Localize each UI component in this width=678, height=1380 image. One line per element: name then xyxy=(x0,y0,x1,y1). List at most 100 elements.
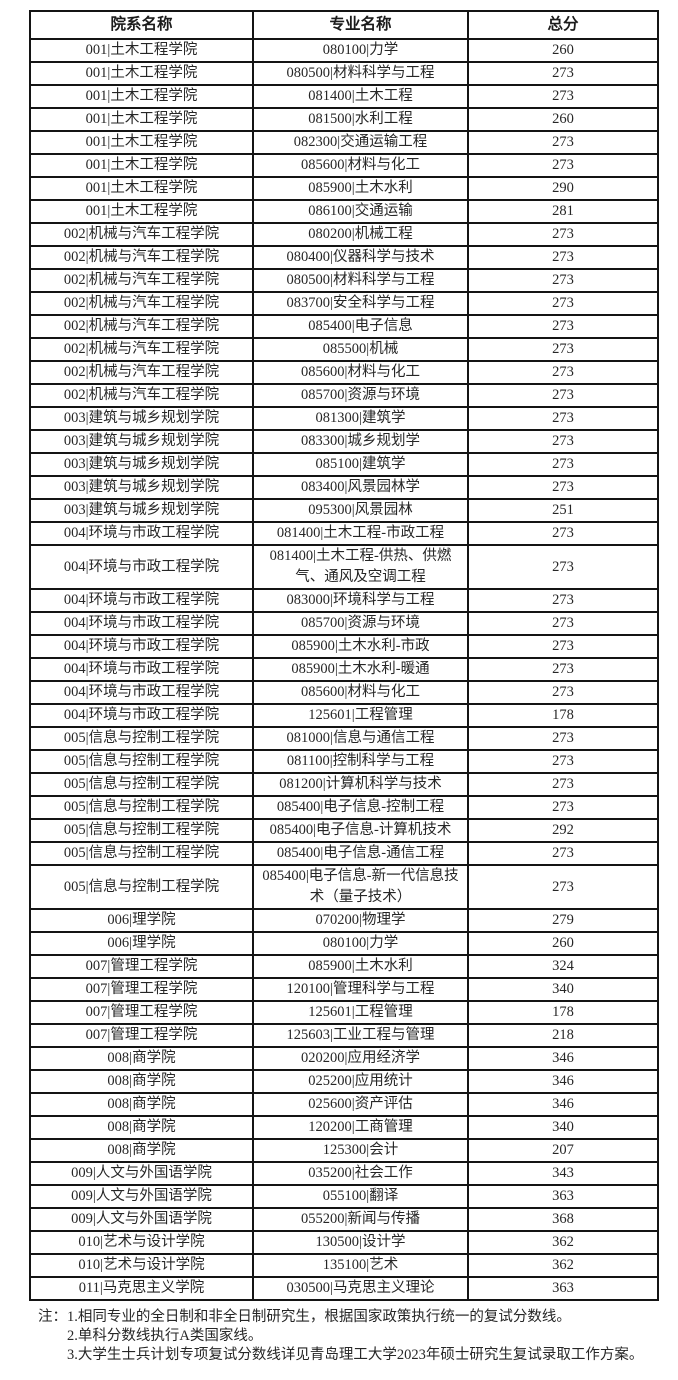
department-cell: 007|管理工程学院 xyxy=(29,977,254,1002)
major-cell: 125603|工业工程与管理 xyxy=(252,1023,469,1048)
department-cell: 009|人文与外国语学院 xyxy=(29,1207,254,1232)
major-cell: 080200|机械工程 xyxy=(252,222,469,247)
score-cell: 273 xyxy=(467,314,659,339)
score-cell: 273 xyxy=(467,864,659,910)
table-row: 005|信息与控制工程学院 085400|电子信息-通信工程 273 xyxy=(29,841,659,866)
department-cell: 007|管理工程学院 xyxy=(29,1023,254,1048)
department-cell: 003|建筑与城乡规划学院 xyxy=(29,452,254,477)
major-cell: 085400|电子信息-计算机技术 xyxy=(252,818,469,843)
major-cell: 085500|机械 xyxy=(252,337,469,362)
table-row: 006|理学院 080100|力学 260 xyxy=(29,931,659,956)
department-cell: 002|机械与汽车工程学院 xyxy=(29,268,254,293)
score-cell: 340 xyxy=(467,977,659,1002)
major-cell: 080500|材料科学与工程 xyxy=(252,61,469,86)
table-row: 002|机械与汽车工程学院 080200|机械工程 273 xyxy=(29,222,659,247)
major-cell: 025200|应用统计 xyxy=(252,1069,469,1094)
department-cell: 005|信息与控制工程学院 xyxy=(29,772,254,797)
department-cell: 001|土木工程学院 xyxy=(29,153,254,178)
table-row: 005|信息与控制工程学院 081200|计算机科学与技术 273 xyxy=(29,772,659,797)
table-row: 004|环境与市政工程学院 125601|工程管理 178 xyxy=(29,703,659,728)
major-cell: 120200|工商管理 xyxy=(252,1115,469,1140)
table-row: 003|建筑与城乡规划学院 081300|建筑学 273 xyxy=(29,406,659,431)
department-cell: 005|信息与控制工程学院 xyxy=(29,841,254,866)
major-cell: 085900|土木水利-市政 xyxy=(252,634,469,659)
table-row: 005|信息与控制工程学院 085400|电子信息-计算机技术 292 xyxy=(29,818,659,843)
score-cell: 207 xyxy=(467,1138,659,1163)
department-cell: 004|环境与市政工程学院 xyxy=(29,521,254,546)
admission-score-table: 院系名称 专业名称 总分 001|土木工程学院 080100|力学 260 001|土… xyxy=(29,10,659,1301)
score-cell: 273 xyxy=(467,268,659,293)
score-cell: 273 xyxy=(467,475,659,500)
major-cell: 130500|设计学 xyxy=(252,1230,469,1255)
score-cell: 362 xyxy=(467,1230,659,1255)
score-cell: 273 xyxy=(467,795,659,820)
department-cell: 005|信息与控制工程学院 xyxy=(29,818,254,843)
department-cell: 005|信息与控制工程学院 xyxy=(29,795,254,820)
table-row: 004|环境与市政工程学院 085600|材料与化工 273 xyxy=(29,680,659,705)
major-cell: 081400|土木工程-市政工程 xyxy=(252,521,469,546)
score-cell: 363 xyxy=(467,1276,659,1301)
score-cell: 260 xyxy=(467,931,659,956)
col-header-department: 院系名称 xyxy=(29,10,254,40)
department-cell: 009|人文与外国语学院 xyxy=(29,1184,254,1209)
note-line-1: 注： 1.相同专业的全日制和非全日制研究生，根据国家政策执行统一的复试分数线。 xyxy=(38,1308,678,1327)
note-item-3: 3.大学生士兵计划专项复试分数线详见青岛理工大学2023年硕士研究生复试录取工作… xyxy=(67,1347,644,1363)
department-cell: 006|理学院 xyxy=(29,908,254,933)
major-cell: 081200|计算机科学与技术 xyxy=(252,772,469,797)
score-cell: 218 xyxy=(467,1023,659,1048)
score-cell: 178 xyxy=(467,1000,659,1025)
score-cell: 368 xyxy=(467,1207,659,1232)
table-row: 004|环境与市政工程学院 081400|土木工程-供热、供燃气、通风及空调工程 2… xyxy=(29,544,659,590)
department-cell: 004|环境与市政工程学院 xyxy=(29,544,254,590)
major-cell: 080400|仪器科学与技术 xyxy=(252,245,469,270)
major-cell: 083000|环境科学与工程 xyxy=(252,588,469,613)
table-row: 010|艺术与设计学院 130500|设计学 362 xyxy=(29,1230,659,1255)
table-row: 004|环境与市政工程学院 081400|土木工程-市政工程 273 xyxy=(29,521,659,546)
col-header-major: 专业名称 xyxy=(252,10,469,40)
table-row: 003|建筑与城乡规划学院 095300|风景园林 251 xyxy=(29,498,659,523)
table-row: 007|管理工程学院 120100|管理科学与工程 340 xyxy=(29,977,659,1002)
score-cell: 273 xyxy=(467,521,659,546)
table-row: 001|土木工程学院 085900|土木水利 290 xyxy=(29,176,659,201)
department-cell: 002|机械与汽车工程学院 xyxy=(29,245,254,270)
score-cell: 273 xyxy=(467,588,659,613)
department-cell: 005|信息与控制工程学院 xyxy=(29,864,254,910)
score-cell: 260 xyxy=(467,38,659,63)
table-row: 005|信息与控制工程学院 081000|信息与通信工程 273 xyxy=(29,726,659,751)
table-row: 001|土木工程学院 086100|交通运输 281 xyxy=(29,199,659,224)
score-cell: 346 xyxy=(467,1092,659,1117)
department-cell: 002|机械与汽车工程学院 xyxy=(29,383,254,408)
table-row: 001|土木工程学院 081500|水利工程 260 xyxy=(29,107,659,132)
department-cell: 005|信息与控制工程学院 xyxy=(29,749,254,774)
table-row: 008|商学院 025600|资产评估 346 xyxy=(29,1092,659,1117)
major-cell: 080100|力学 xyxy=(252,38,469,63)
major-cell: 025600|资产评估 xyxy=(252,1092,469,1117)
department-cell: 004|环境与市政工程学院 xyxy=(29,657,254,682)
table-row: 002|机械与汽车工程学院 083700|安全科学与工程 273 xyxy=(29,291,659,316)
table-row: 005|信息与控制工程学院 081100|控制科学与工程 273 xyxy=(29,749,659,774)
table-row: 004|环境与市政工程学院 085700|资源与环境 273 xyxy=(29,611,659,636)
table-row: 001|土木工程学院 080100|力学 260 xyxy=(29,38,659,63)
score-cell: 273 xyxy=(467,291,659,316)
department-cell: 002|机械与汽车工程学院 xyxy=(29,314,254,339)
notes-section: 注： 1.相同专业的全日制和非全日制研究生，根据国家政策执行统一的复试分数线。 … xyxy=(38,1308,678,1365)
note-item-2: 2.单科分数线执行A类国家线。 xyxy=(67,1328,263,1344)
score-cell: 346 xyxy=(467,1046,659,1071)
department-cell: 004|环境与市政工程学院 xyxy=(29,634,254,659)
score-cell: 273 xyxy=(467,130,659,155)
major-cell: 020200|应用经济学 xyxy=(252,1046,469,1071)
table-row: 001|土木工程学院 081400|土木工程 273 xyxy=(29,84,659,109)
major-cell: 085400|电子信息-通信工程 xyxy=(252,841,469,866)
major-cell: 120100|管理科学与工程 xyxy=(252,977,469,1002)
table-row: 007|管理工程学院 085900|土木水利 324 xyxy=(29,954,659,979)
department-cell: 011|马克思主义学院 xyxy=(29,1276,254,1301)
department-cell: 002|机械与汽车工程学院 xyxy=(29,291,254,316)
table-row: 005|信息与控制工程学院 085400|电子信息-新一代信息技术（量子技术） 27… xyxy=(29,864,659,910)
table-row: 002|机械与汽车工程学院 080400|仪器科学与技术 273 xyxy=(29,245,659,270)
score-cell: 273 xyxy=(467,680,659,705)
department-cell: 008|商学院 xyxy=(29,1138,254,1163)
table-row: 002|机械与汽车工程学院 085400|电子信息 273 xyxy=(29,314,659,339)
major-cell: 081400|土木工程 xyxy=(252,84,469,109)
score-cell: 178 xyxy=(467,703,659,728)
